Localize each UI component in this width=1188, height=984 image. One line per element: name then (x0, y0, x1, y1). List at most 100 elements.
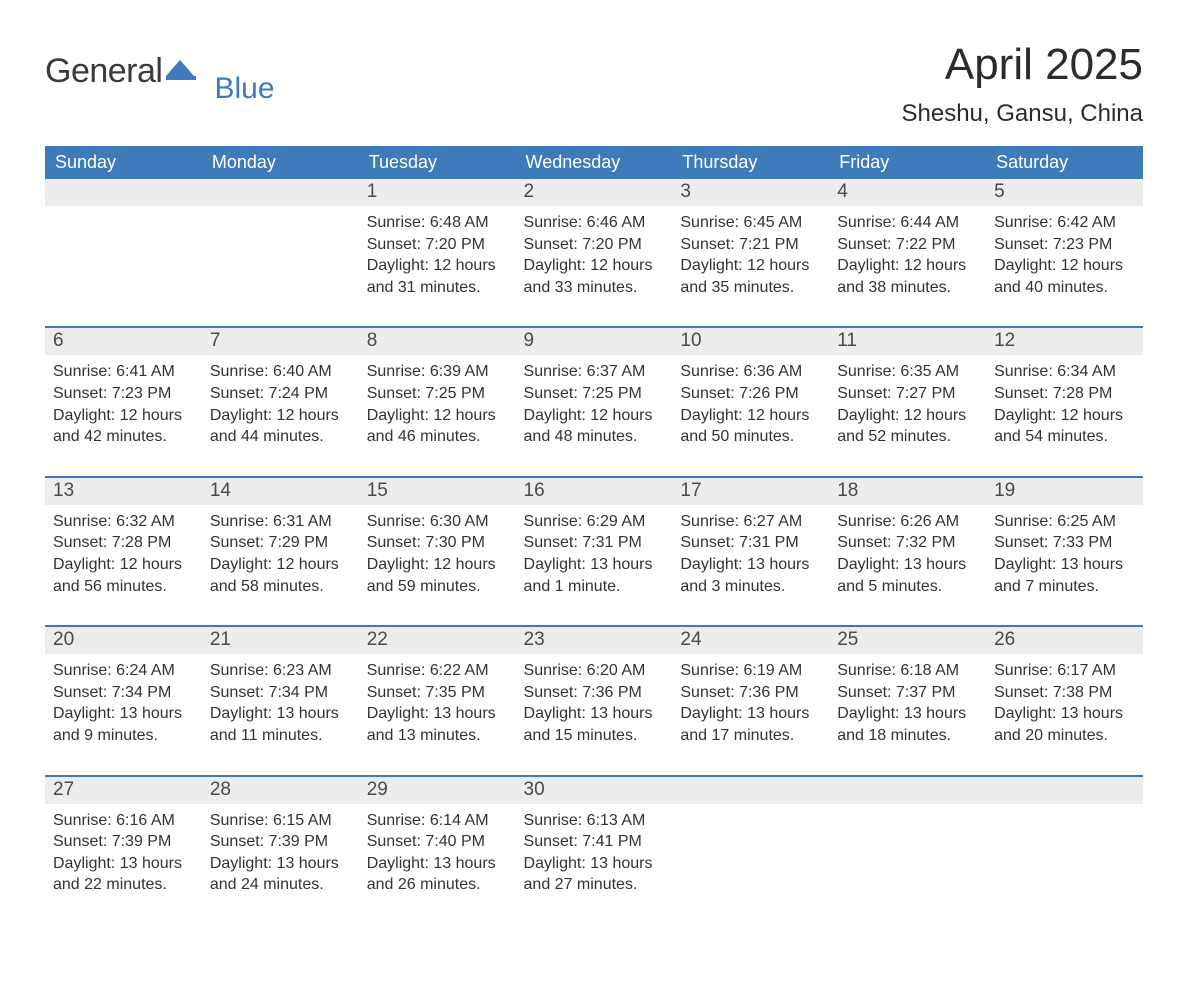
sunrise-text: Sunrise: 6:18 AM (837, 660, 978, 682)
calendar-day-cell: 20Sunrise: 6:24 AMSunset: 7:34 PMDayligh… (45, 626, 202, 775)
calendar-day-cell: 26Sunrise: 6:17 AMSunset: 7:38 PMDayligh… (986, 626, 1143, 775)
daylight-text: Daylight: 12 hours and 59 minutes. (367, 554, 508, 597)
day-number: 4 (829, 179, 986, 206)
weekday-header: Saturday (986, 146, 1143, 179)
sunrise-text: Sunrise: 6:30 AM (367, 511, 508, 533)
weekday-header: Thursday (672, 146, 829, 179)
sunrise-text: Sunrise: 6:31 AM (210, 511, 351, 533)
day-number: 22 (359, 627, 516, 654)
day-number: 23 (516, 627, 673, 654)
sunrise-text: Sunrise: 6:19 AM (680, 660, 821, 682)
sunset-text: Sunset: 7:28 PM (994, 383, 1135, 405)
day-details: Sunrise: 6:45 AMSunset: 7:21 PMDaylight:… (672, 206, 829, 326)
sunrise-text: Sunrise: 6:22 AM (367, 660, 508, 682)
daylight-text: Daylight: 13 hours and 5 minutes. (837, 554, 978, 597)
day-number: 1 (359, 179, 516, 206)
sunrise-text: Sunrise: 6:25 AM (994, 511, 1135, 533)
weekday-header-row: Sunday Monday Tuesday Wednesday Thursday… (45, 146, 1143, 179)
page-title: April 2025 (902, 40, 1144, 90)
sunset-text: Sunset: 7:36 PM (524, 682, 665, 704)
day-number: 12 (986, 328, 1143, 355)
daylight-text: Daylight: 13 hours and 18 minutes. (837, 703, 978, 746)
day-details: Sunrise: 6:42 AMSunset: 7:23 PMDaylight:… (986, 206, 1143, 326)
sunset-text: Sunset: 7:32 PM (837, 532, 978, 554)
daylight-text: Daylight: 12 hours and 44 minutes. (210, 405, 351, 448)
sunrise-text: Sunrise: 6:15 AM (210, 810, 351, 832)
day-details: Sunrise: 6:16 AMSunset: 7:39 PMDaylight:… (45, 804, 202, 924)
day-details (986, 804, 1143, 894)
day-number: 11 (829, 328, 986, 355)
day-details: Sunrise: 6:26 AMSunset: 7:32 PMDaylight:… (829, 505, 986, 625)
daylight-text: Daylight: 12 hours and 42 minutes. (53, 405, 194, 448)
day-number: 16 (516, 478, 673, 505)
calendar-day-cell: 28Sunrise: 6:15 AMSunset: 7:39 PMDayligh… (202, 776, 359, 924)
daylight-text: Daylight: 12 hours and 58 minutes. (210, 554, 351, 597)
day-number: 29 (359, 777, 516, 804)
calendar-day-cell: 12Sunrise: 6:34 AMSunset: 7:28 PMDayligh… (986, 327, 1143, 476)
daylight-text: Daylight: 13 hours and 11 minutes. (210, 703, 351, 746)
daylight-text: Daylight: 13 hours and 7 minutes. (994, 554, 1135, 597)
sunset-text: Sunset: 7:20 PM (524, 234, 665, 256)
daylight-text: Daylight: 12 hours and 56 minutes. (53, 554, 194, 597)
sunset-text: Sunset: 7:31 PM (680, 532, 821, 554)
sunrise-text: Sunrise: 6:29 AM (524, 511, 665, 533)
daylight-text: Daylight: 12 hours and 46 minutes. (367, 405, 508, 448)
sunrise-text: Sunrise: 6:34 AM (994, 361, 1135, 383)
calendar-table: Sunday Monday Tuesday Wednesday Thursday… (45, 146, 1143, 924)
day-details: Sunrise: 6:35 AMSunset: 7:27 PMDaylight:… (829, 355, 986, 475)
sunrise-text: Sunrise: 6:13 AM (524, 810, 665, 832)
daylight-text: Daylight: 13 hours and 3 minutes. (680, 554, 821, 597)
day-details: Sunrise: 6:46 AMSunset: 7:20 PMDaylight:… (516, 206, 673, 326)
sunset-text: Sunset: 7:30 PM (367, 532, 508, 554)
header-bar: General Blue April 2025 Sheshu, Gansu, C… (45, 40, 1143, 128)
daylight-text: Daylight: 13 hours and 22 minutes. (53, 853, 194, 896)
daylight-text: Daylight: 13 hours and 1 minute. (524, 554, 665, 597)
calendar-day-cell: 7Sunrise: 6:40 AMSunset: 7:24 PMDaylight… (202, 327, 359, 476)
day-number (986, 777, 1143, 804)
calendar-day-cell: 14Sunrise: 6:31 AMSunset: 7:29 PMDayligh… (202, 477, 359, 626)
calendar-day-cell: 4Sunrise: 6:44 AMSunset: 7:22 PMDaylight… (829, 179, 986, 327)
daylight-text: Daylight: 13 hours and 26 minutes. (367, 853, 508, 896)
day-details: Sunrise: 6:13 AMSunset: 7:41 PMDaylight:… (516, 804, 673, 924)
weekday-header: Tuesday (359, 146, 516, 179)
day-details: Sunrise: 6:29 AMSunset: 7:31 PMDaylight:… (516, 505, 673, 625)
sunset-text: Sunset: 7:24 PM (210, 383, 351, 405)
day-number: 7 (202, 328, 359, 355)
calendar-day-cell: 29Sunrise: 6:14 AMSunset: 7:40 PMDayligh… (359, 776, 516, 924)
weekday-header: Monday (202, 146, 359, 179)
daylight-text: Daylight: 13 hours and 27 minutes. (524, 853, 665, 896)
sunset-text: Sunset: 7:34 PM (210, 682, 351, 704)
logo: General Blue (45, 40, 200, 91)
day-number: 28 (202, 777, 359, 804)
calendar-day-cell (672, 776, 829, 924)
logo-word-blue: Blue (214, 72, 274, 106)
sunset-text: Sunset: 7:27 PM (837, 383, 978, 405)
calendar-day-cell (986, 776, 1143, 924)
weekday-header: Friday (829, 146, 986, 179)
calendar-day-cell: 11Sunrise: 6:35 AMSunset: 7:27 PMDayligh… (829, 327, 986, 476)
calendar-day-cell: 2Sunrise: 6:46 AMSunset: 7:20 PMDaylight… (516, 179, 673, 327)
sunset-text: Sunset: 7:41 PM (524, 831, 665, 853)
day-number: 5 (986, 179, 1143, 206)
day-number: 2 (516, 179, 673, 206)
sunset-text: Sunset: 7:29 PM (210, 532, 351, 554)
day-number: 20 (45, 627, 202, 654)
day-details: Sunrise: 6:18 AMSunset: 7:37 PMDaylight:… (829, 654, 986, 774)
sunrise-text: Sunrise: 6:41 AM (53, 361, 194, 383)
calendar-day-cell: 8Sunrise: 6:39 AMSunset: 7:25 PMDaylight… (359, 327, 516, 476)
day-number: 15 (359, 478, 516, 505)
daylight-text: Daylight: 12 hours and 31 minutes. (367, 255, 508, 298)
sunrise-text: Sunrise: 6:36 AM (680, 361, 821, 383)
day-number: 21 (202, 627, 359, 654)
sunset-text: Sunset: 7:28 PM (53, 532, 194, 554)
page-subtitle: Sheshu, Gansu, China (902, 100, 1144, 128)
daylight-text: Daylight: 13 hours and 13 minutes. (367, 703, 508, 746)
day-details: Sunrise: 6:14 AMSunset: 7:40 PMDaylight:… (359, 804, 516, 924)
sunrise-text: Sunrise: 6:35 AM (837, 361, 978, 383)
calendar-day-cell: 19Sunrise: 6:25 AMSunset: 7:33 PMDayligh… (986, 477, 1143, 626)
sunset-text: Sunset: 7:36 PM (680, 682, 821, 704)
calendar-day-cell: 3Sunrise: 6:45 AMSunset: 7:21 PMDaylight… (672, 179, 829, 327)
sunset-text: Sunset: 7:31 PM (524, 532, 665, 554)
day-details: Sunrise: 6:37 AMSunset: 7:25 PMDaylight:… (516, 355, 673, 475)
day-number: 3 (672, 179, 829, 206)
